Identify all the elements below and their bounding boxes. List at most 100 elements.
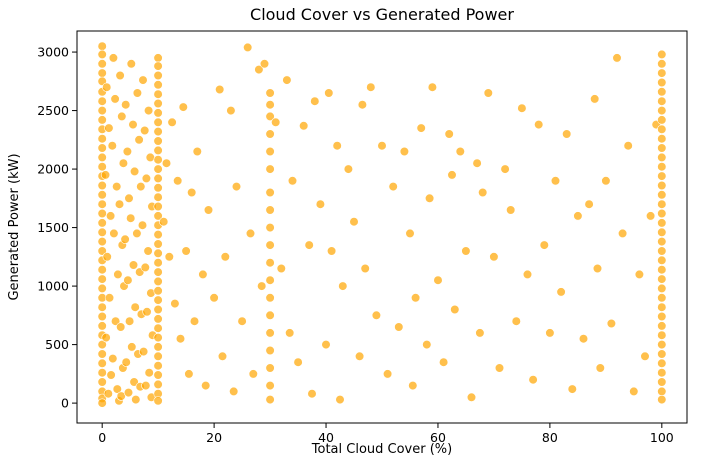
data-point [123,388,134,398]
data-point [198,269,208,280]
data-point [108,53,118,63]
data-point [657,124,667,134]
y-tick-label: 2000 [37,162,69,177]
data-point [592,263,603,274]
data-point [97,218,107,228]
data-point [201,381,211,391]
data-point [97,321,107,331]
data-point [175,334,186,344]
y-tick-label: 1000 [37,279,69,294]
data-point [450,304,460,315]
data-point [126,59,136,69]
data-point [623,141,633,151]
x-tick-label: 60 [430,430,446,445]
data-point [539,240,549,250]
data-point [153,323,163,333]
data-point [134,135,144,145]
data-point [129,377,139,387]
data-point [97,49,107,60]
data-point [144,105,154,116]
data-point [657,368,667,378]
data-point [130,302,140,312]
data-point [153,276,163,287]
data-point [657,321,667,331]
data-point [104,123,114,133]
data-point [265,100,275,110]
data-point [229,386,239,397]
data-point [153,164,163,174]
data-point [282,75,292,85]
data-point [371,310,382,320]
data-point [97,115,107,125]
data-point [265,293,275,303]
data-point [97,349,107,359]
data-point [657,77,667,88]
data-point [265,164,275,174]
data-point [321,340,331,350]
data-point [97,340,107,350]
y-axis: 0 500 1000 1500 2000 2500 3000 [37,45,77,411]
data-point [657,311,667,322]
data-point [97,41,107,51]
data-point [265,111,275,121]
data-point [145,152,155,162]
x-tick-label: 40 [318,430,334,445]
data-point [433,275,443,285]
data-point [114,199,125,209]
data-point [447,170,457,180]
data-point [153,192,163,202]
y-tick-label: 0 [61,396,69,411]
data-point [388,182,398,192]
data-point [357,100,368,110]
data-point [355,351,365,361]
data-point [104,293,115,303]
data-point [97,180,107,191]
data-point [360,263,370,274]
data-point [657,49,667,60]
data-point [584,199,594,209]
x-tick-label: 100 [650,430,674,445]
data-point [153,145,163,155]
data-point [366,82,376,92]
data-point [315,199,326,209]
data-point [405,228,415,238]
data-point [595,363,605,373]
data-point [101,333,111,343]
y-tick-label: 1500 [37,220,69,235]
data-point [562,129,572,139]
data-point [97,311,107,322]
data-point [138,75,148,85]
data-point [97,199,107,209]
data-point [645,211,656,221]
x-tick-label: 20 [206,430,222,445]
data-point [132,88,142,98]
data-point [184,369,194,379]
data-point [120,234,130,244]
y-tick-label: 3000 [37,45,69,60]
data-point [472,158,482,168]
data-point [110,316,121,326]
data-point [170,299,180,309]
data-point [112,182,122,192]
data-point [299,121,309,131]
data-point [187,187,197,198]
data-point [97,190,107,200]
data-point [107,141,117,151]
data-point [257,281,267,291]
data-point [173,176,183,186]
data-point [97,59,107,69]
data-point [118,158,128,168]
data-point [657,59,667,69]
data-point [248,369,258,379]
data-point [113,269,123,280]
data-point [97,105,107,116]
data-point [97,152,107,162]
data-point [116,322,126,332]
data-point [534,119,544,130]
data-point [153,379,163,390]
data-point [178,102,188,112]
points-layer [97,41,667,408]
data-point [189,316,200,326]
data-point [153,286,163,296]
data-point [383,369,393,379]
